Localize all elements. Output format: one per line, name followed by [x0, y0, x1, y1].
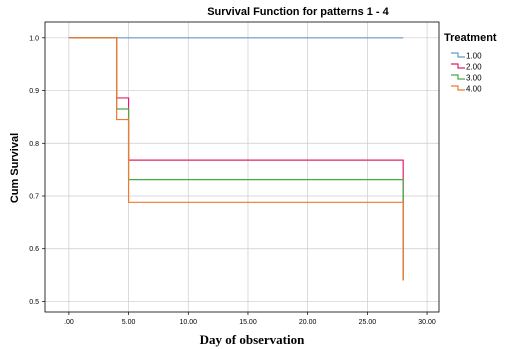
legend-swatch-1.00	[451, 52, 465, 58]
series-group	[68, 37, 404, 281]
x-tick-label: 20.00	[299, 319, 317, 326]
y-axis-label: Cum Survival	[9, 133, 21, 203]
x-tick-label: 25.00	[359, 319, 377, 326]
x-tick-label: .00	[64, 319, 74, 326]
y-tick-label: 0.6	[29, 246, 39, 253]
legend-swatch-2.00	[451, 63, 465, 69]
x-tick-label: 30.00	[418, 319, 436, 326]
legend-swatch-4.00	[451, 85, 465, 91]
legend: 1.00 2.00 3.00 4.00	[451, 52, 482, 94]
legend-title: Treatment	[444, 32, 497, 44]
x-tick-label: 10.00	[180, 319, 198, 326]
legend-label-2.00: 2.00	[466, 63, 482, 72]
chart-title: Survival Function for patterns 1 - 4	[207, 6, 389, 18]
y-axis: 0.5 0.6 0.7 0.8 0.9 1.0	[29, 35, 45, 306]
plot-frame	[44, 21, 440, 313]
series-line-4.00	[68, 37, 404, 281]
y-tick-label: 0.7	[29, 194, 39, 201]
y-tick-label: 0.9	[29, 88, 39, 95]
legend-label-4.00: 4.00	[466, 85, 482, 94]
legend-label-3.00: 3.00	[466, 74, 482, 83]
legend-swatch-3.00	[451, 74, 465, 80]
x-tick-label: 5.00	[122, 319, 136, 326]
legend-label-1.00: 1.00	[466, 52, 482, 61]
y-tick-label: 0.5	[29, 299, 39, 306]
x-axis-label: Day of observation	[200, 332, 305, 347]
y-tick-label: 0.8	[29, 141, 39, 148]
y-tick-label: 1.0	[29, 35, 39, 42]
x-axis: .00 5.00 10.00 15.00 20.00 25.00 30.00	[64, 312, 436, 326]
x-tick-label: 15.00	[239, 319, 257, 326]
